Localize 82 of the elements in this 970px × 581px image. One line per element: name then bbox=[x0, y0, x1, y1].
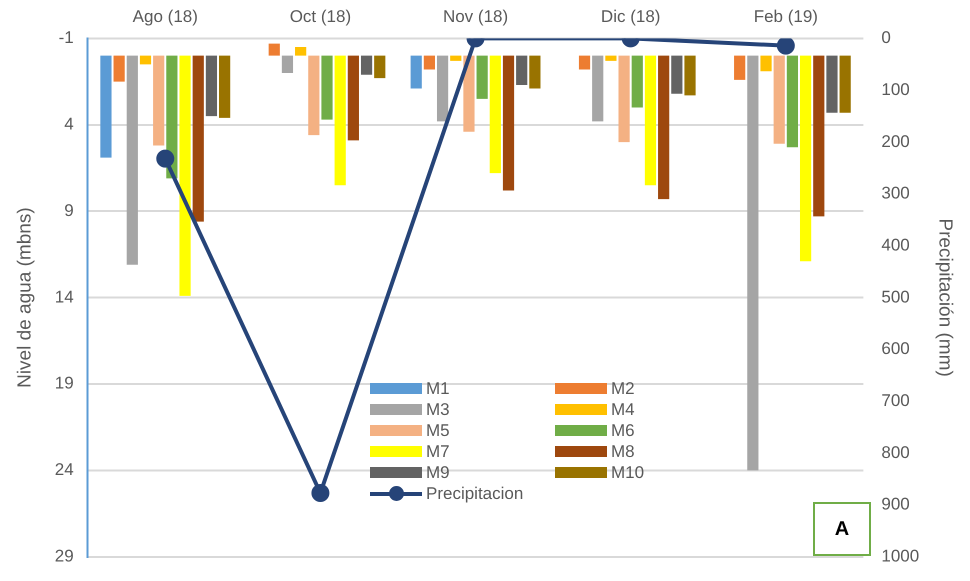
bar bbox=[490, 56, 501, 174]
y-tick-label: 19 bbox=[54, 374, 74, 393]
bar bbox=[100, 56, 112, 158]
y2-tick-label: 0 bbox=[881, 28, 891, 48]
bar bbox=[268, 44, 280, 56]
bar bbox=[282, 56, 294, 73]
x-tick-label: Feb (19) bbox=[754, 6, 818, 26]
y2-tick-label: 800 bbox=[881, 442, 910, 462]
bar bbox=[308, 56, 320, 136]
legend-label: M7 bbox=[425, 441, 451, 462]
bar bbox=[592, 56, 604, 122]
bar bbox=[800, 56, 812, 262]
bar bbox=[114, 56, 125, 82]
bar bbox=[632, 56, 643, 108]
legend-label: M4 bbox=[610, 399, 636, 420]
bar bbox=[747, 56, 758, 470]
legend-label: M6 bbox=[610, 420, 636, 441]
bar bbox=[760, 56, 772, 72]
legend-label: M10 bbox=[610, 462, 646, 483]
bar bbox=[813, 56, 824, 216]
bar bbox=[126, 56, 138, 265]
y2-tick-label: 300 bbox=[881, 184, 910, 203]
x-tick-label: Oct (18) bbox=[290, 6, 352, 26]
bar bbox=[219, 56, 230, 118]
y-axis-title: Nivel de agua (mbns) bbox=[14, 207, 36, 388]
bar bbox=[644, 56, 656, 186]
y-tick-label: 4 bbox=[64, 114, 74, 134]
bar bbox=[502, 56, 514, 190]
y-tick-label: 29 bbox=[54, 546, 74, 566]
bar bbox=[529, 56, 540, 89]
y2-tick-label: 500 bbox=[881, 287, 910, 306]
bar bbox=[605, 56, 617, 61]
bar bbox=[424, 56, 435, 70]
bar bbox=[360, 56, 372, 75]
bar bbox=[321, 56, 333, 120]
legend-label: M5 bbox=[425, 420, 451, 441]
y-tick-label: 24 bbox=[54, 460, 74, 480]
x-tick-label: Ago (18) bbox=[132, 6, 198, 26]
bar bbox=[578, 56, 590, 70]
bar bbox=[206, 56, 218, 116]
bar bbox=[153, 56, 164, 146]
bar bbox=[786, 56, 798, 148]
y2-tick-label: 700 bbox=[881, 390, 910, 410]
y-tick-label: -1 bbox=[58, 28, 74, 48]
bar bbox=[192, 56, 204, 222]
bar bbox=[410, 56, 422, 89]
bar bbox=[840, 56, 851, 113]
y2-tick-label: 200 bbox=[881, 132, 910, 151]
bar bbox=[436, 56, 448, 122]
annotation: A bbox=[813, 502, 871, 556]
y2-tick-label: 100 bbox=[881, 80, 910, 99]
bar bbox=[516, 56, 528, 86]
legend-label: M1 bbox=[425, 378, 451, 399]
bar bbox=[348, 56, 359, 140]
bar bbox=[140, 56, 152, 64]
legend-label: M8 bbox=[610, 441, 636, 462]
bar bbox=[684, 56, 696, 96]
bar bbox=[734, 56, 746, 80]
x-tick-label: Dic (18) bbox=[600, 6, 660, 26]
bar bbox=[671, 56, 682, 94]
bar bbox=[476, 56, 488, 99]
y2-tick-label: 900 bbox=[881, 494, 910, 514]
y-tick-label: 14 bbox=[54, 287, 74, 306]
legend-label: M3 bbox=[425, 399, 451, 420]
bar bbox=[295, 47, 306, 56]
legend-label: Precipitacion bbox=[425, 483, 524, 504]
bar bbox=[179, 56, 191, 296]
y2-axis-title: Precipitación (mm) bbox=[934, 218, 956, 377]
bar bbox=[774, 56, 785, 144]
bar bbox=[334, 56, 346, 186]
y-tick-label: 9 bbox=[64, 200, 74, 220]
bar bbox=[826, 56, 838, 113]
bar bbox=[658, 56, 670, 200]
y2-tick-label: 1000 bbox=[881, 546, 920, 566]
legend-label: M2 bbox=[610, 378, 636, 399]
bar bbox=[374, 56, 386, 78]
bar bbox=[450, 56, 462, 61]
y2-tick-label: 600 bbox=[881, 339, 910, 358]
x-tick-label: Nov (18) bbox=[442, 6, 508, 26]
legend-label: M9 bbox=[425, 462, 451, 483]
y2-tick-label: 400 bbox=[881, 235, 910, 254]
bar bbox=[618, 56, 630, 142]
